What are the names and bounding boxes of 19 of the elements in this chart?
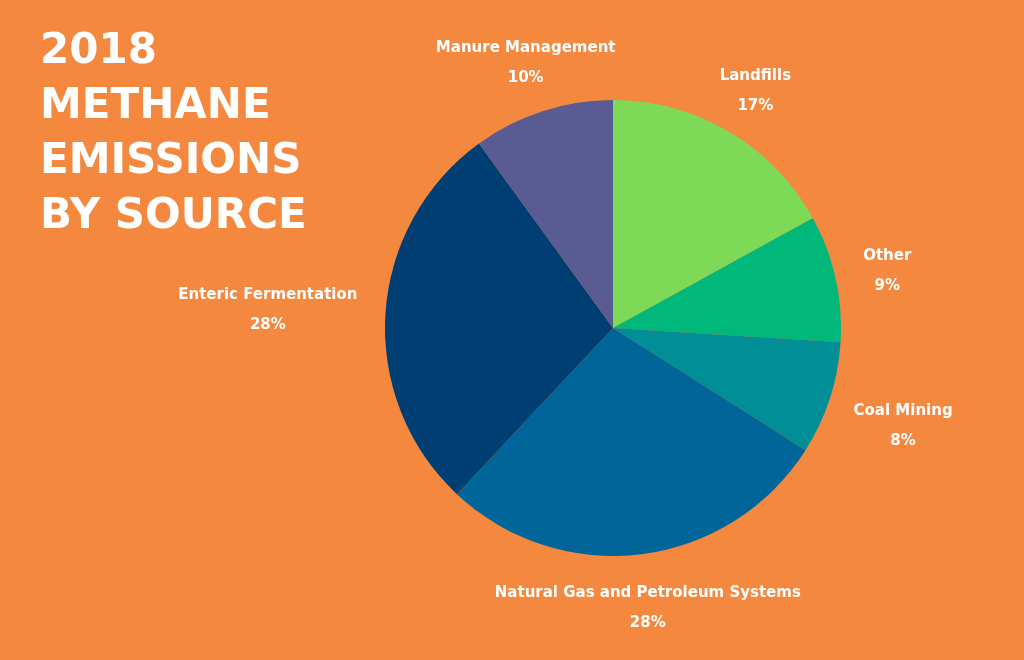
pie-slice	[613, 218, 841, 343]
data-label: 17%	[737, 96, 774, 115]
pie-slice	[613, 100, 813, 328]
slice-label: Enteric Fermentation	[178, 285, 358, 304]
data-label: 28%	[249, 315, 286, 334]
data-label: 28%	[629, 612, 666, 631]
data-label: 8%	[890, 431, 916, 450]
pie-slice	[385, 143, 613, 495]
pie-slice	[613, 328, 841, 451]
slice-label: Natural Gas and Petroleum Systems	[494, 582, 801, 601]
pie-slice	[456, 328, 806, 556]
pie-slice	[478, 100, 613, 328]
data-label: 10%	[507, 68, 544, 87]
slice-label: Landfills	[719, 66, 792, 85]
text: 2018 METHANE EMISSIONS BY SOURCE	[40, 24, 307, 238]
slice-label: Other	[863, 245, 912, 264]
slice-label: Coal Mining	[853, 401, 953, 420]
data-label: 9%	[874, 275, 900, 294]
slice-label: Manure Management	[435, 38, 616, 57]
